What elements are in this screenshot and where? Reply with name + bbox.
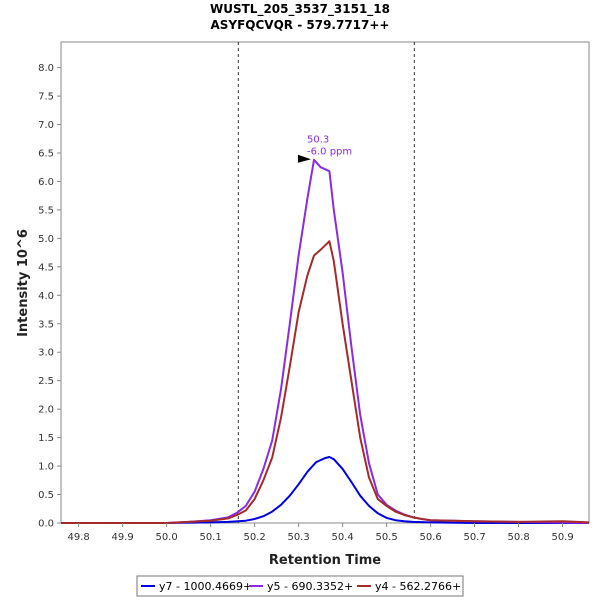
x-tick-label: 50.8 <box>507 532 529 543</box>
x-tick-label: 50.7 <box>463 532 485 543</box>
y-tick-label: 8.0 <box>38 63 54 74</box>
x-tick-label: 50.5 <box>375 532 397 543</box>
x-axis-ticks: 49.8 49.9 50.0 50.1 50.2 50.3 50.4 50.5 50.6 50.7… <box>67 523 574 543</box>
y-tick-label: 3.0 <box>38 348 54 359</box>
x-tick-label: 50.0 <box>155 532 177 543</box>
peak-boundaries <box>237 42 415 523</box>
y-tick-label: 0.0 <box>38 519 54 530</box>
y-tick-label: 4.0 <box>38 291 54 302</box>
y-tick-label: 7.5 <box>38 92 54 103</box>
x-tick-label: 50.9 <box>551 532 573 543</box>
y-tick-label: 4.5 <box>38 262 54 273</box>
y-tick-label: 5.5 <box>38 205 54 216</box>
legend-entry: y5 - 690.3352+ <box>267 580 353 593</box>
x-tick-label: 50.2 <box>243 532 265 543</box>
y-tick-label: 2.0 <box>38 405 54 416</box>
series-line <box>61 456 589 524</box>
y-axis-label: Intensity 10^6 <box>16 229 31 337</box>
peak-marker <box>298 154 311 163</box>
x-tick-label: 50.4 <box>331 532 353 543</box>
y-tick-label: 1.5 <box>38 433 54 444</box>
y-tick-label: 7.0 <box>38 120 54 131</box>
legend-entry: y4 - 562.2766+ <box>375 580 461 593</box>
chart-subtitle: ASYFQCVQR - 579.7717++ <box>210 18 389 32</box>
peak-annotation-label: 50.3 <box>307 135 329 146</box>
series-line <box>61 240 590 524</box>
y-tick-label: 1.0 <box>38 462 54 473</box>
legend-entry: y7 - 1000.4669+ <box>159 580 252 593</box>
x-axis-label: Retention Time <box>269 553 381 568</box>
x-tick-label: 50.1 <box>199 532 221 543</box>
x-tick-label: 49.9 <box>111 532 133 543</box>
chart-title: WUSTL_205_3537_3151_18 <box>210 2 390 17</box>
y-tick-label: 6.0 <box>38 177 54 188</box>
y-axis-ticks: 0.0 0.5 1.0 1.5 2.0 2.5 3.0 3.5 4.0 4.5 5.0 5.5 6.0 6… <box>38 63 61 530</box>
y-tick-label: 0.5 <box>38 490 54 501</box>
series-lines <box>61 158 590 524</box>
peak-annotation: 50.3-6.0 ppm <box>298 135 352 163</box>
peak-annotation-label: -6.0 ppm <box>307 147 352 158</box>
y-tick-label: 3.5 <box>38 319 54 330</box>
legend-box <box>136 575 464 597</box>
plot-area <box>60 41 590 524</box>
legend: y7 - 1000.4669+ y5 - 690.3352+ y4 - 562.27… <box>136 575 464 597</box>
y-tick-label: 6.5 <box>38 149 54 160</box>
y-tick-label: 2.5 <box>38 376 54 387</box>
x-tick-label: 50.3 <box>287 532 309 543</box>
y-tick-label: 5.0 <box>38 234 54 245</box>
x-tick-label: 49.8 <box>67 532 89 543</box>
x-tick-label: 50.6 <box>419 532 441 543</box>
